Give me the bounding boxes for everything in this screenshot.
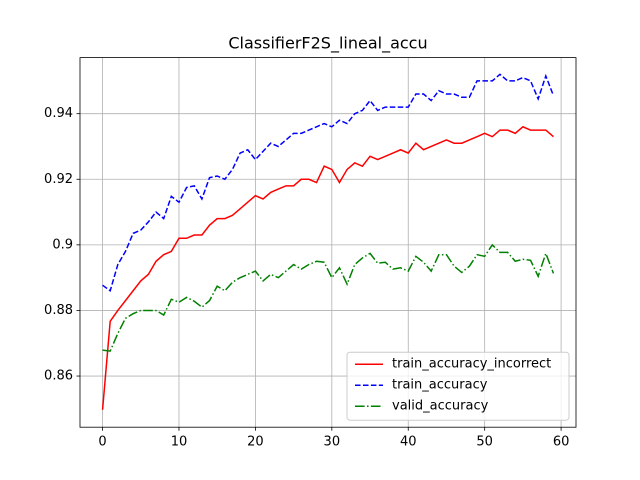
legend-box xyxy=(346,351,570,421)
data-line xyxy=(101,125,554,410)
y-tick-label: 0.88 xyxy=(44,303,73,318)
x-tick-label: 50 xyxy=(476,435,493,450)
legend-label: train_accuracy xyxy=(392,378,488,393)
axes-frame xyxy=(79,57,577,428)
x-tick-label: 40 xyxy=(400,435,417,450)
legend-label: valid_accuracy xyxy=(392,399,489,414)
y-tick-label: 0.9 xyxy=(52,237,73,252)
x-tick-label: 30 xyxy=(324,435,341,450)
y-tick-label: 0.94 xyxy=(44,106,73,121)
x-tick-label: 0 xyxy=(98,435,106,450)
x-tick-label: 10 xyxy=(171,435,188,450)
data-line xyxy=(102,73,555,293)
data-line xyxy=(102,243,555,352)
legend-label: train_accuracy_incorrect xyxy=(392,357,551,372)
x-tick-label: 20 xyxy=(247,435,264,450)
y-tick-label: 0.86 xyxy=(44,369,73,384)
y-tick-label: 0.92 xyxy=(44,172,73,187)
chart-title: ClassifierF2S_lineal_accu xyxy=(228,34,427,54)
x-tick-label: 60 xyxy=(553,435,570,450)
